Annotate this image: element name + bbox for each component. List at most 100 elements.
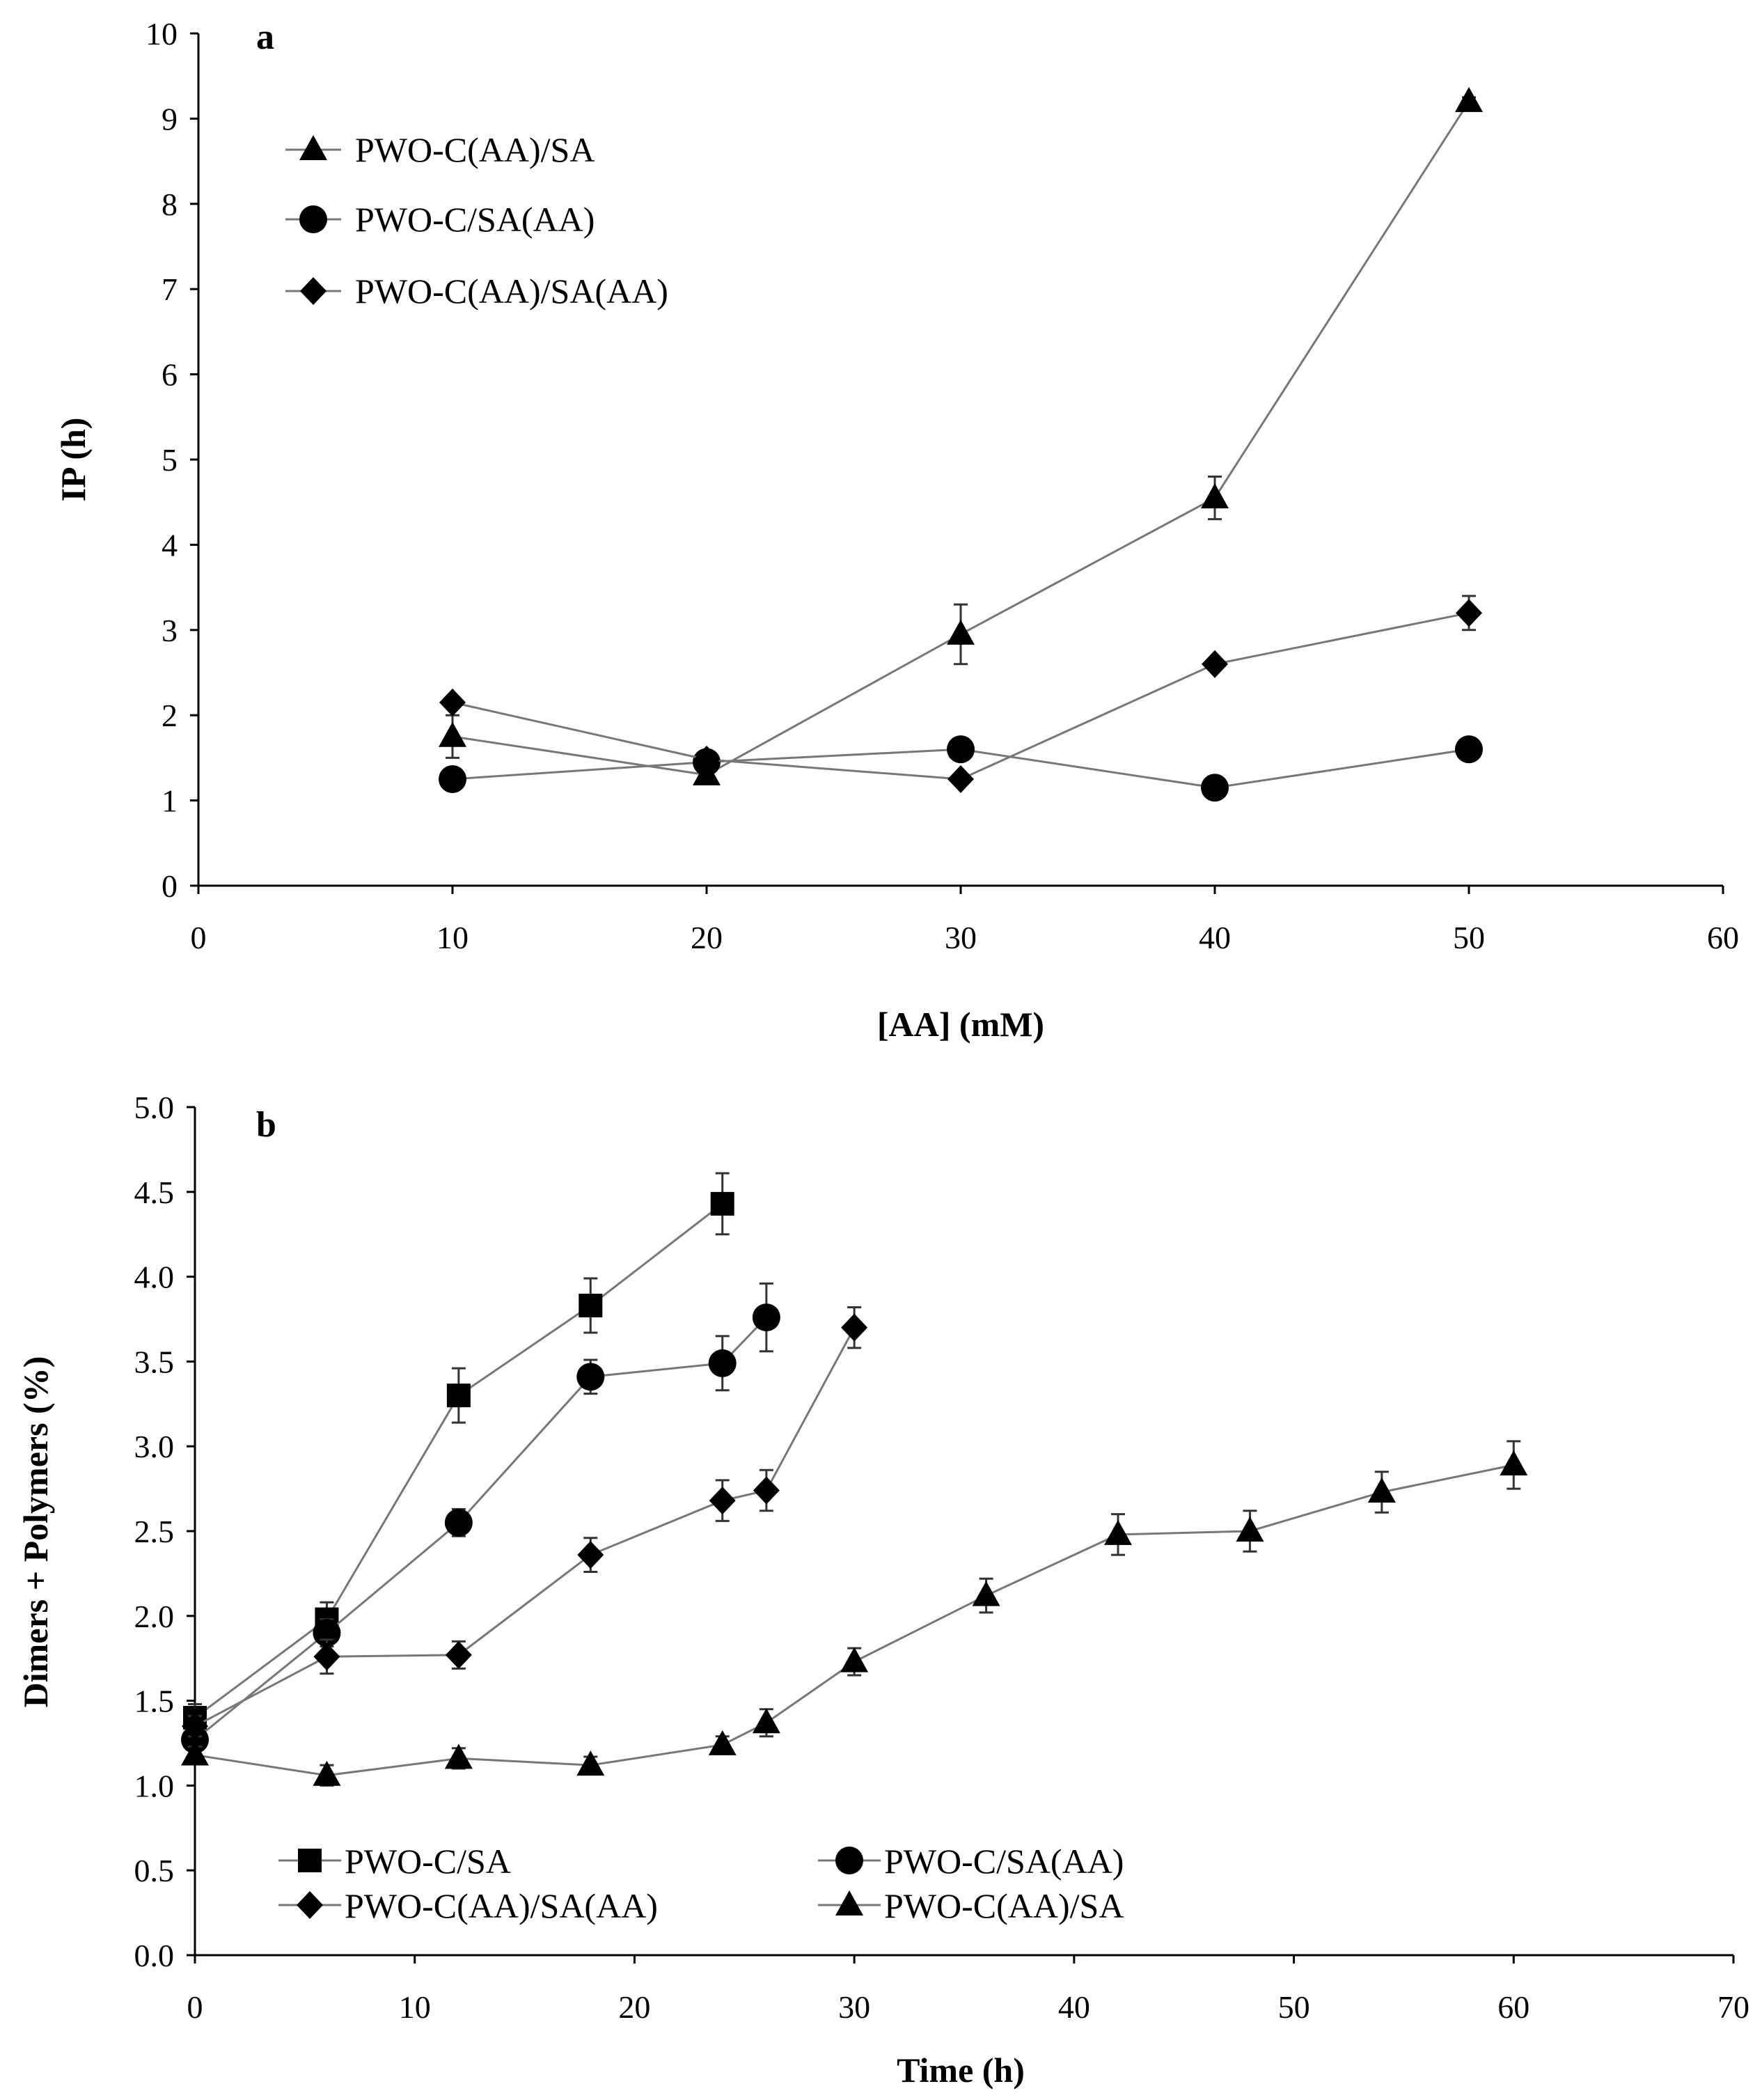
data-point-diamond <box>577 1541 604 1569</box>
panel-b-x-tick-label: 70 <box>1717 1989 1749 2025</box>
panel-b-y-tick-label: 3.5 <box>134 1344 175 1379</box>
panel-b-y-tick-label: 0.0 <box>134 1938 175 1973</box>
panel-a-x-tick-label: 60 <box>1707 920 1739 955</box>
panel-a-y-tick-label: 3 <box>162 613 178 648</box>
panel-a-y-tick-label: 0 <box>162 868 178 904</box>
data-point-triangle <box>1104 1519 1132 1545</box>
data-point-circle <box>752 1303 780 1332</box>
data-point-triangle <box>313 1760 341 1786</box>
panel-a-label: a <box>256 17 274 57</box>
panel-b-x-tick-label: 40 <box>1058 1989 1090 2025</box>
data-point-diamond <box>1456 599 1482 627</box>
panel-b-y-tick-label: 3.0 <box>134 1429 175 1464</box>
data-point-diamond <box>313 1643 340 1671</box>
legend-a-label-2: PWO-C/SA(AA) <box>355 200 595 239</box>
legend-a-triangle-marker <box>299 135 327 160</box>
panel-a-x-tick-label: 40 <box>1199 920 1231 955</box>
data-point-triangle <box>1201 483 1229 509</box>
panel-b: 0.0 0.5 1.0 1.5 2.0 2.5 3.0 3.5 4.0 4.5 5.0 0 10 20 30… <box>16 1090 1749 2090</box>
panel-b-y-tick-label: 2.5 <box>134 1514 175 1549</box>
legend-b-square-marker <box>298 1849 322 1872</box>
panel-a-series <box>439 86 1483 802</box>
panel-a-y-tick-label: 7 <box>162 272 178 307</box>
panel-a-x-tick-label: 50 <box>1453 920 1485 955</box>
panel-b-y-tick-label: 0.5 <box>134 1853 175 1888</box>
data-point-triangle <box>972 1581 1000 1606</box>
panel-a-y-tick-label: 4 <box>162 527 178 563</box>
data-point-triangle <box>947 619 975 645</box>
data-point-triangle <box>1455 86 1483 112</box>
panel-b-y-tick-label: 4.0 <box>134 1260 175 1295</box>
panel-b-x-tick-label: 10 <box>399 1989 431 2025</box>
data-point-square <box>579 1294 603 1318</box>
panel-a-x-axis-title: [AA] (mM) <box>877 1005 1044 1044</box>
panel-b-y-axis-title: Dimers + Polymers (%) <box>16 1356 55 1708</box>
data-point-triangle <box>444 1744 473 1769</box>
series-line-triangle <box>194 1464 1514 1777</box>
series-line-diamond <box>194 1326 856 1727</box>
data-point-circle <box>1201 774 1229 802</box>
data-point-circle <box>1455 735 1483 764</box>
legend-a-label-3: PWO-C(AA)/SA(AA) <box>355 272 668 311</box>
data-point-diamond <box>445 1640 472 1669</box>
panel-b-legend: PWO-C/SA PWO-C/SA(AA) PWO-C(AA)/SA(AA) P… <box>278 1842 1124 1925</box>
legend-b-label-1: PWO-C/SA <box>345 1842 511 1881</box>
panel-b-y-tick-label: 1.0 <box>134 1768 175 1803</box>
panel-b-x-tick-label: 60 <box>1497 1989 1529 2025</box>
data-point-triangle <box>1236 1517 1264 1542</box>
data-point-diamond <box>1202 650 1228 678</box>
panel-b-x-tick-label: 30 <box>838 1989 870 2025</box>
legend-b-diamond-marker <box>297 1891 323 1919</box>
data-point-triangle <box>708 1730 737 1755</box>
panel-a-y-tick-label: 10 <box>145 16 178 52</box>
legend-b-label-4: PWO-C(AA)/SA <box>884 1886 1124 1925</box>
data-point-circle <box>708 1349 737 1377</box>
panel-b-x-tick-label: 0 <box>187 1989 203 2025</box>
panel-a-x-tick-label: 30 <box>945 920 977 955</box>
panel-b-y-tick-label: 2.0 <box>134 1599 175 1634</box>
legend-b-circle-marker <box>835 1847 863 1874</box>
data-point-diamond <box>693 745 720 774</box>
legend-a-diamond-marker <box>300 277 327 305</box>
panel-a-y-tick-label: 6 <box>162 357 178 393</box>
panel-b-x-axis-title: Time (h) <box>897 2051 1025 2090</box>
panel-b-y-tick-label: 5.0 <box>134 1090 175 1125</box>
data-point-diamond <box>841 1313 868 1342</box>
data-point-diamond <box>947 765 974 793</box>
data-point-triangle <box>840 1647 869 1672</box>
data-point-circle <box>444 1508 473 1537</box>
panel-a-y-tick-label: 9 <box>162 101 178 136</box>
data-point-triangle <box>752 1708 780 1734</box>
panel-a-x-tick-label: 0 <box>191 920 207 955</box>
data-point-triangle <box>1367 1477 1396 1503</box>
panel-a-legend: PWO-C(AA)/SA PWO-C/SA(AA) PWO-C(AA)/SA(A… <box>285 130 668 311</box>
panel-a-y-tick-label: 5 <box>162 442 178 478</box>
panel-a-y-tick-label: 2 <box>162 698 178 733</box>
panel-b-ticks: 0.0 0.5 1.0 1.5 2.0 2.5 3.0 3.5 4.0 4.5 5.0 0 10 20 30… <box>134 1090 1750 2025</box>
data-point-circle <box>439 765 466 793</box>
legend-b-label-2: PWO-C/SA(AA) <box>884 1842 1124 1881</box>
panel-b-x-tick-label: 50 <box>1278 1989 1310 2025</box>
panel-b-x-tick-label: 20 <box>618 1989 650 2025</box>
data-point-diamond <box>439 688 466 716</box>
panel-b-series <box>181 1172 1528 1787</box>
panel-a-y-axis-title: IP (h) <box>54 418 93 502</box>
data-point-diamond <box>182 1712 208 1741</box>
data-point-circle <box>947 735 975 764</box>
data-point-triangle <box>576 1750 605 1776</box>
panel-a-y-tick-label: 8 <box>162 187 178 222</box>
data-point-diamond <box>753 1476 780 1505</box>
panel-a-x-tick-label: 10 <box>436 920 469 955</box>
data-point-circle <box>576 1363 605 1391</box>
legend-b-label-3: PWO-C(AA)/SA(AA) <box>345 1886 658 1925</box>
legend-b-triangle-marker <box>835 1890 863 1915</box>
panel-a-x-tick-label: 20 <box>691 920 723 955</box>
panel-b-label: b <box>256 1105 276 1145</box>
series-line-triangle <box>452 101 1470 776</box>
panel-a-ticks: 0 1 2 3 4 5 6 7 8 9 10 0 10 20 30 40 50 60 <box>145 16 1739 955</box>
data-point-triangle <box>181 1740 209 1766</box>
legend-a-label-1: PWO-C(AA)/SA <box>355 130 595 169</box>
data-point-diamond <box>709 1487 736 1515</box>
panel-b-y-tick-label: 1.5 <box>134 1684 175 1719</box>
legend-a-circle-marker <box>299 205 327 233</box>
